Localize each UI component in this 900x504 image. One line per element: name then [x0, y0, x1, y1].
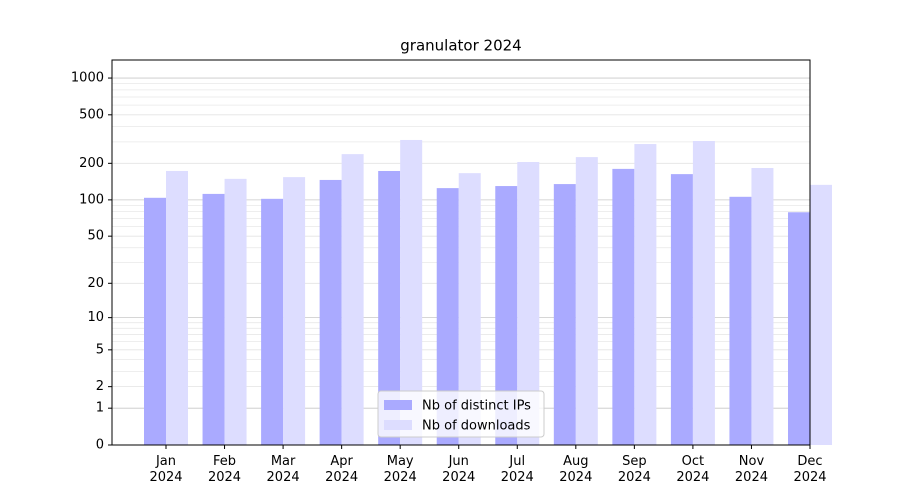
x-tick-label: Dec 2024 — [793, 454, 826, 485]
x-tick-label-line: 2024 — [676, 470, 709, 485]
bar — [495, 186, 518, 446]
x-tick-label: Sep 2024 — [618, 454, 651, 485]
x-tick-label: Oct 2024 — [676, 454, 709, 485]
bar — [261, 198, 284, 445]
bar — [788, 212, 810, 445]
y-tick-label: 1 — [96, 401, 104, 416]
bar — [283, 177, 306, 445]
y-tick-label: 2 — [96, 379, 104, 394]
x-tick-label-line: Jul — [508, 454, 525, 469]
x-tick-label-line: 2024 — [267, 470, 300, 485]
x-tick-label-line: 2024 — [208, 470, 241, 485]
x-tick-label-line: 2024 — [325, 470, 358, 485]
bar — [436, 188, 459, 445]
bar — [144, 197, 166, 445]
bar — [729, 196, 752, 445]
x-tick-label-line: 2024 — [149, 470, 182, 485]
x-tick-label-line: Dec — [797, 454, 822, 469]
x-tick-label-line: Feb — [213, 454, 236, 469]
x-tick-label-line: Apr — [330, 454, 353, 469]
bar — [378, 170, 401, 445]
x-tick-label: Nov 2024 — [735, 454, 768, 485]
x-tick-label-line: 2024 — [735, 470, 768, 485]
x-tick-label-line: Aug — [563, 454, 588, 469]
x-tick-label: Mar 2024 — [267, 454, 300, 485]
bar — [202, 193, 225, 445]
x-tick-label-line: May — [387, 454, 414, 469]
x-tick-label-line: 2024 — [559, 470, 592, 485]
y-tick-label: 1000 — [71, 71, 104, 86]
bar — [319, 179, 342, 445]
legend-swatch — [384, 420, 412, 430]
y-tick-label: 200 — [79, 156, 104, 171]
bar — [634, 144, 657, 445]
x-tick-label-line: Oct — [682, 454, 704, 469]
chart-title: granulator 2024 — [400, 37, 521, 55]
bar — [224, 178, 247, 445]
legend-box — [377, 390, 545, 438]
y-tick-label: 0 — [96, 438, 104, 453]
x-tick-label-line: 2024 — [793, 470, 826, 485]
x-tick-label-line: Jun — [448, 454, 469, 469]
x-tick-label-line: 2024 — [501, 470, 534, 485]
x-tick-label: Jul 2024 — [501, 454, 534, 485]
bar — [751, 168, 774, 445]
bar — [670, 174, 693, 446]
x-tick-label: Jan 2024 — [149, 454, 182, 485]
x-tick-label: Apr 2024 — [325, 454, 358, 485]
x-tick-label: May 2024 — [384, 454, 417, 485]
bar — [612, 168, 635, 446]
x-tick-label-line: Nov — [739, 454, 765, 469]
y-tick-label: 100 — [79, 192, 104, 207]
bar — [166, 170, 188, 445]
y-tick-label: 10 — [87, 310, 104, 325]
plot-frame — [111, 59, 811, 446]
legend-swatch — [384, 400, 412, 410]
y-tick-label: 20 — [87, 276, 104, 291]
x-tick-label: Feb 2024 — [208, 454, 241, 485]
x-tick-label-line: 2024 — [618, 470, 651, 485]
bar — [553, 184, 576, 445]
x-tick-label-line: Mar — [271, 454, 296, 469]
bar — [575, 157, 598, 445]
x-tick-label: Jun 2024 — [442, 454, 475, 485]
legend-label: Nb of downloads — [422, 419, 531, 434]
bar — [400, 139, 423, 445]
bar — [517, 162, 540, 446]
x-tick-label-line: 2024 — [384, 470, 417, 485]
legend-label: Nb of distinct IPs — [422, 399, 531, 414]
x-tick-label: Aug 2024 — [559, 454, 592, 485]
y-tick-label: 5 — [96, 342, 104, 357]
bar — [810, 184, 832, 446]
bar — [692, 140, 715, 445]
x-tick-label-line: 2024 — [442, 470, 475, 485]
bar — [341, 154, 364, 445]
x-tick-label-line: Jan — [155, 454, 176, 469]
y-tick-label: 500 — [79, 107, 104, 122]
bar — [458, 173, 481, 445]
x-tick-label-line: Sep — [622, 454, 647, 469]
y-tick-label: 50 — [87, 229, 104, 244]
